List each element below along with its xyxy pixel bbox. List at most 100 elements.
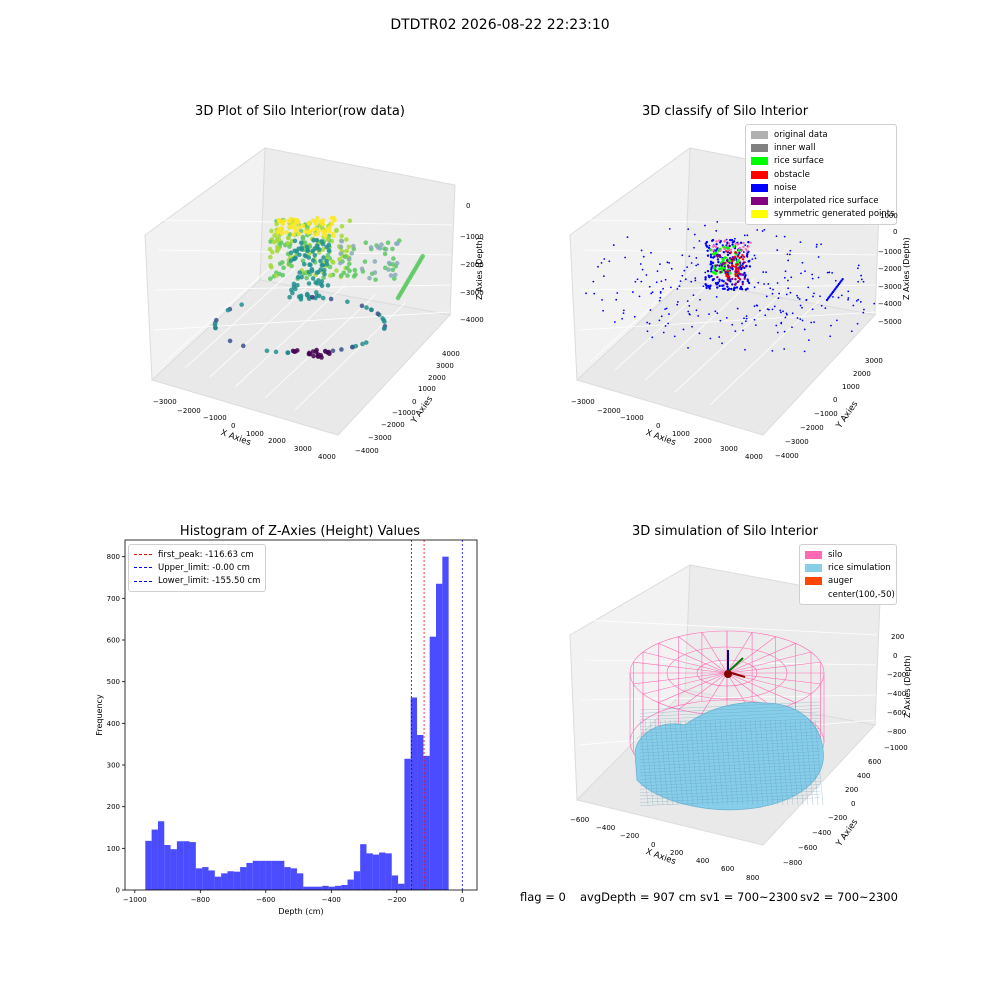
panel2-point	[683, 269, 686, 272]
panel2-ztick-5: −4000	[878, 300, 902, 308]
panel2-point	[693, 233, 696, 236]
panel4-ytick-3: −200	[828, 814, 848, 822]
panel2-point	[732, 258, 736, 261]
histogram-bar	[233, 871, 241, 890]
panel2-point	[773, 305, 776, 308]
panel2-point	[686, 266, 689, 269]
panel2-point	[660, 315, 663, 318]
panel3-legend: first_peak: -116.63 cm Upper_limit: -0.00…	[128, 544, 266, 592]
panel1-point	[345, 299, 350, 305]
panel2-point	[633, 315, 636, 318]
rice-mesh-line	[729, 719, 739, 806]
rice-mesh-line	[684, 719, 694, 806]
panel2-point	[811, 273, 814, 276]
panel2-legend-label: original data	[774, 129, 828, 140]
rice-mesh-line	[639, 724, 821, 734]
panel2-zlabel: Z Axies (Depth)	[902, 237, 911, 300]
panel2-point	[742, 329, 744, 332]
panel4-xtick-4: 200	[670, 849, 684, 857]
panel2-point	[736, 307, 739, 310]
panel2-point	[714, 264, 717, 267]
panel1-ytick-1: −3000	[368, 434, 392, 442]
panel2-point	[603, 258, 606, 260]
panel4-legend-label: center(100,-50)	[828, 589, 895, 600]
histogram-bar	[341, 885, 348, 890]
panel1-point	[364, 305, 369, 310]
panel1-point	[395, 241, 400, 246]
panel2-point	[715, 240, 718, 243]
panel1-point	[391, 256, 396, 261]
panel2-point	[724, 270, 727, 273]
panel2-point	[771, 292, 774, 295]
panel2-point	[600, 261, 603, 264]
panel2-point	[726, 269, 730, 273]
rice-mesh-line	[639, 728, 821, 737]
panel2-point	[736, 243, 739, 246]
panel2-point	[796, 317, 799, 319]
rice-mesh-line	[639, 741, 821, 750]
panel1-point	[304, 275, 309, 281]
panel1-point	[367, 275, 372, 281]
panel1-point	[312, 246, 318, 251]
silo-spoke	[678, 636, 728, 674]
rice-mesh-line	[639, 790, 821, 800]
histogram-xlabel: Depth (cm)	[278, 907, 323, 916]
panel2-point	[776, 249, 779, 251]
panel2-point	[710, 263, 713, 266]
histogram-bar	[429, 636, 437, 890]
panel4-legend-label: rice simulation	[828, 562, 891, 573]
panel2-point	[756, 229, 759, 231]
panel2-point	[764, 314, 767, 317]
panel1-point	[330, 348, 336, 354]
status-avg-depth: avgDepth = 907 cm	[580, 890, 697, 904]
panel1-point	[269, 264, 274, 270]
panel1-point	[347, 261, 352, 267]
panel2-point	[699, 298, 701, 301]
panel1-point	[363, 240, 369, 245]
panel1-point	[386, 267, 391, 272]
panel2-point	[790, 276, 793, 279]
panel2-ztick-2: −1000	[878, 248, 902, 256]
panel2-point	[706, 254, 710, 257]
panel2-point	[678, 285, 681, 288]
panel2-point	[725, 316, 728, 319]
panel2-point	[771, 349, 774, 352]
panel1-point	[328, 273, 333, 278]
panel1-point	[213, 317, 219, 323]
histogram-bar	[157, 821, 165, 890]
status-sv2: sv2 = 700~2300	[800, 890, 898, 904]
panel2-point	[732, 288, 736, 292]
panel2-point	[738, 256, 741, 260]
panel1-point	[296, 224, 302, 230]
panel2-point	[602, 275, 605, 278]
panel2-legend-swatch	[751, 143, 768, 152]
panel2-point	[847, 290, 850, 293]
panel2-point	[798, 298, 801, 300]
panel3-legend-label: first_peak: -116.63 cm	[158, 549, 254, 560]
histogram-xtick-label: −200	[387, 896, 406, 904]
panel2-point	[850, 330, 853, 333]
rice-mesh-line	[769, 719, 779, 806]
panel2-point	[656, 270, 659, 273]
silo-spoke	[726, 661, 821, 674]
panel2-point	[832, 295, 834, 298]
panel2-point	[712, 277, 715, 281]
panel2-point	[688, 255, 691, 258]
panel2-legend-swatch	[751, 157, 768, 166]
panel2-point	[668, 261, 671, 264]
panel2-point	[727, 279, 730, 282]
panel2-ztick-3: −2000	[878, 265, 902, 273]
panel1-point	[227, 338, 233, 344]
panel2-point	[783, 276, 786, 279]
panel2-point	[718, 253, 721, 257]
panel3-legend-label: Upper_limit: -0.00 cm	[158, 562, 250, 573]
panel1-point	[312, 252, 318, 258]
panel4-title: 3D simulation of Silo Interior	[632, 524, 818, 539]
panel1-point	[329, 221, 335, 226]
panel1-point	[268, 239, 273, 244]
panel2-point	[734, 237, 736, 240]
panel2-point	[763, 283, 765, 285]
panel2-point	[730, 287, 733, 291]
panel2-point	[767, 283, 770, 285]
panel1-point	[239, 302, 244, 307]
